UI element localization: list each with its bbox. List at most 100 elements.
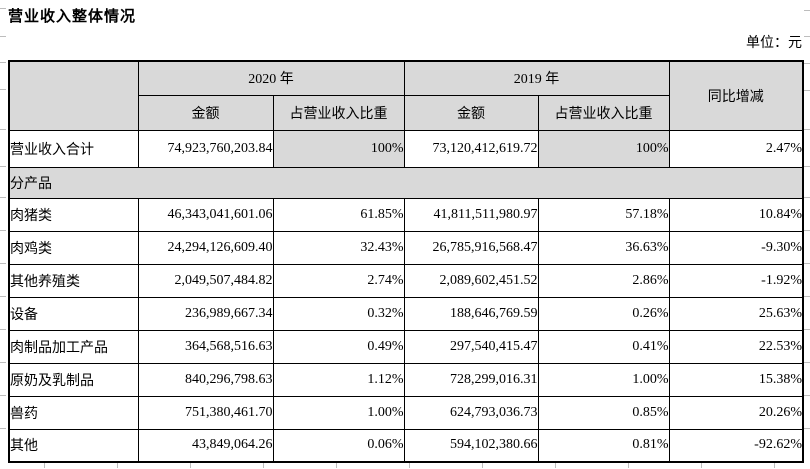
ratio-2019-cell: 0.41% (537, 329, 670, 364)
gridline-tick (263, 463, 264, 468)
row-label-cell: 其他养殖类 (8, 263, 139, 298)
year-2019-header: 2019 年 (403, 60, 670, 96)
ratio-2020-cell: 61.85% (272, 197, 405, 232)
amount-2019-cell: 594,102,380.66 (403, 428, 539, 463)
amount-2020-cell: 236,989,667.34 (137, 296, 274, 331)
gridline-tick (0, 129, 6, 130)
gridline-tick (804, 296, 810, 297)
gridline-tick (0, 166, 6, 167)
gridline-tick (0, 62, 6, 63)
yoy-cell: 15.38% (668, 362, 804, 397)
row-label-cell: 肉制品加工产品 (8, 329, 139, 364)
gridline-tick (409, 463, 410, 468)
amount-2020-cell: 46,343,041,601.06 (137, 197, 274, 232)
gridline-tick (0, 395, 6, 396)
amount-2019-cell: 188,646,769.59 (403, 296, 539, 331)
gridline-tick (0, 329, 6, 330)
unit-label: 单位：元 (746, 36, 802, 51)
ratio-2020-header: 占营业收入比重 (272, 94, 405, 131)
year-2020-header: 2020 年 (137, 60, 405, 96)
ratio-2019-cell: 0.26% (537, 296, 670, 331)
gridline-tick (804, 63, 810, 64)
gridline-tick (628, 463, 629, 468)
table-row: 其他 43,849,064.26 0.06% 594,102,380.66 0.81% -… (8, 428, 804, 463)
ratio-2020-cell: 0.49% (272, 329, 405, 364)
yoy-cell: -9.30% (668, 230, 804, 265)
gridline-tick (0, 263, 6, 264)
row-label-cell: 肉猪类 (8, 197, 139, 232)
corner-cell (8, 60, 139, 131)
gridline-tick (117, 463, 118, 468)
gridline-tick (804, 10, 810, 11)
yoy-header: 同比增减 (668, 60, 804, 131)
amount-2019-cell: 73,120,412,619.72 (403, 129, 539, 168)
gridline-tick (482, 463, 483, 468)
revenue-table: 2020 年 2019 年 同比增减 金额 占营业收入比重 金额 占营业收入比重… (8, 60, 804, 463)
table-row: 其他养殖类 2,049,507,484.82 2.74% 2,089,602,451.… (8, 263, 804, 298)
table-row: 兽药 751,380,461.70 1.00% 624,793,036.73 0.85%… (8, 395, 804, 430)
ratio-2020-cell: 100% (272, 129, 405, 168)
ratio-2020-cell: 2.74% (272, 263, 405, 298)
amount-2020-cell: 751,380,461.70 (137, 395, 274, 430)
ratio-2019-cell: 0.85% (537, 395, 670, 430)
section-label-cell: 分产品 (8, 166, 804, 199)
gridline-tick (804, 230, 810, 231)
gridline-tick (774, 463, 775, 468)
table-row: 肉鸡类 24,294,126,609.40 32.43% 26,785,916,568… (8, 230, 804, 265)
gridline-tick (0, 230, 6, 231)
amount-2019-cell: 2,089,602,451.52 (403, 263, 539, 298)
gridline-tick (555, 463, 556, 468)
gridline-tick (0, 8, 6, 9)
page-title: 营业收入整体情况 (8, 9, 137, 25)
gridline-tick (804, 395, 810, 396)
table-header-row-metrics: 金额 占营业收入比重 金额 占营业收入比重 (9, 94, 803, 131)
gridline-tick (804, 166, 810, 167)
amount-2020-cell: 74,923,760,203.84 (137, 129, 274, 168)
gridline-tick (804, 263, 810, 264)
ratio-2019-cell: 100% (537, 129, 670, 168)
total-revenue-row: 营业收入合计 74,923,760,203.84 100% 73,120,412… (8, 129, 804, 168)
gridline-tick (0, 362, 6, 363)
table-row: 设备 236,989,667.34 0.32% 188,646,769.59 0.26%… (8, 296, 804, 331)
table-row: 肉猪类 46,343,041,601.06 61.85% 41,811,511,980… (8, 197, 804, 232)
section-header-row: 分产品 (8, 166, 804, 199)
amount-2020-cell: 2,049,507,484.82 (137, 263, 274, 298)
gridline-tick (0, 296, 6, 297)
gridline-tick (44, 463, 45, 468)
ratio-2020-cell: 0.06% (272, 428, 405, 463)
gridline-tick (804, 36, 810, 37)
amount-2019-cell: 297,540,415.47 (403, 329, 539, 364)
amount-2020-cell: 43,849,064.26 (137, 428, 274, 463)
gridline-tick (0, 197, 6, 198)
yoy-cell: -92.62% (668, 428, 804, 463)
gridline-tick (336, 463, 337, 468)
yoy-cell: -1.92% (668, 263, 804, 298)
ratio-2020-cell: 32.43% (272, 230, 405, 265)
amount-2020-cell: 364,568,516.63 (137, 329, 274, 364)
gridline-tick (701, 463, 702, 468)
row-label-cell: 兽药 (8, 395, 139, 430)
amount-2019-cell: 26,785,916,568.47 (403, 230, 539, 265)
gridline-tick (0, 36, 6, 37)
row-label-cell: 原奶及乳制品 (8, 362, 139, 397)
ratio-2019-cell: 2.86% (537, 263, 670, 298)
table-row: 原奶及乳制品 840,296,798.63 1.12% 728,299,016.31 1… (8, 362, 804, 397)
yoy-cell: 2.47% (668, 129, 804, 168)
ratio-2019-cell: 57.18% (537, 197, 670, 232)
gridline-tick (804, 197, 810, 198)
gridline-tick (804, 90, 810, 91)
table-header-row-years: 2020 年 2019 年 同比增减 (8, 60, 804, 131)
amount-2019-header: 金额 (403, 94, 539, 131)
gridline-tick (804, 329, 810, 330)
ratio-2020-cell: 0.32% (272, 296, 405, 331)
gridline-tick (0, 428, 6, 429)
ratio-2020-cell: 1.00% (272, 395, 405, 430)
row-label-cell: 营业收入合计 (8, 129, 139, 168)
amount-2020-header: 金额 (137, 94, 274, 131)
yoy-cell: 20.26% (668, 395, 804, 430)
gridline-tick (190, 463, 191, 468)
row-label-cell: 肉鸡类 (8, 230, 139, 265)
row-label-cell: 设备 (8, 296, 139, 331)
ratio-2019-cell: 36.63% (537, 230, 670, 265)
yoy-cell: 10.84% (668, 197, 804, 232)
